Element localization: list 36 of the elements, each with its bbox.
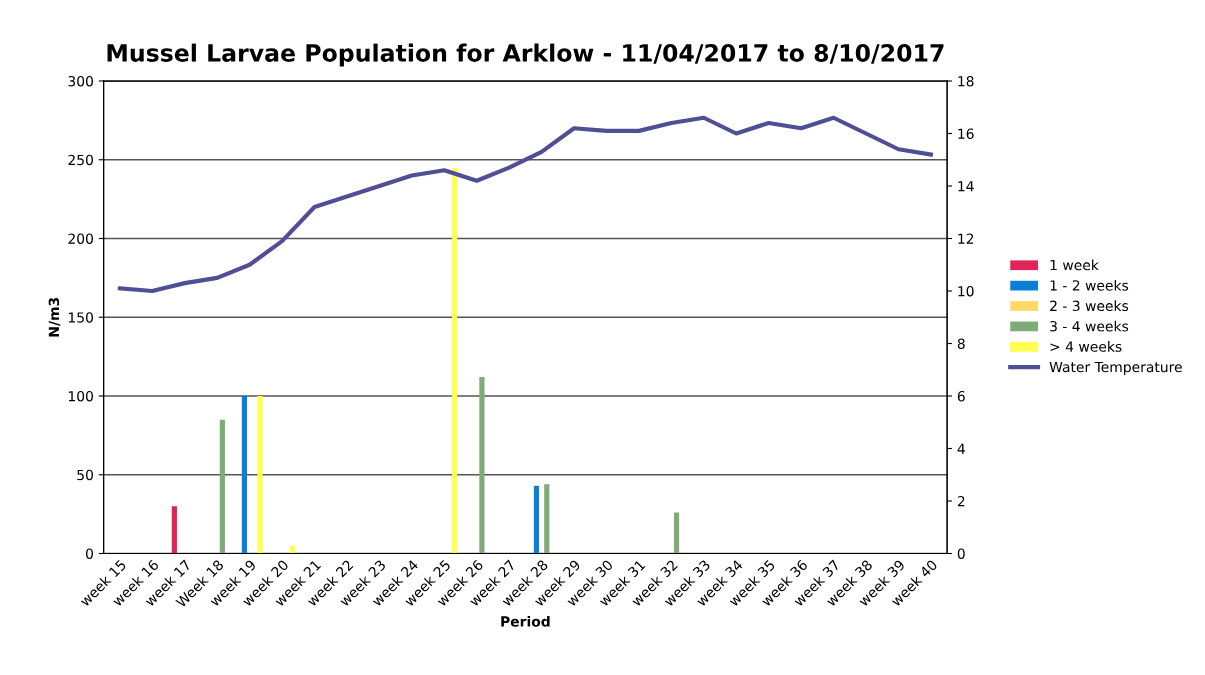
chart-title: Mussel Larvae Population for Arklow - 11/04/2017 to 8/10/2017 <box>107 43 944 67</box>
bar <box>257 396 263 554</box>
bar <box>219 419 225 554</box>
bar <box>533 485 540 554</box>
y-axis-title: N/m3 <box>48 297 61 337</box>
y2-tick-label: 2 <box>957 495 965 507</box>
bar <box>452 167 458 554</box>
bar <box>241 396 248 554</box>
y-tick-label: 250 <box>68 154 93 166</box>
y2-tick-label: 6 <box>957 390 965 402</box>
y-tick-label: 300 <box>68 75 93 87</box>
legend-label: 2 - 3 weeks <box>1050 300 1129 312</box>
y2-tick-label: 16 <box>958 128 974 139</box>
y2-tick-label: 8 <box>957 338 965 349</box>
bar <box>544 484 550 554</box>
x-axis-title: Period <box>501 615 550 627</box>
legend-label: 1 week <box>1050 259 1099 271</box>
line-series <box>117 115 933 294</box>
y2-tick-label: 0 <box>957 548 965 559</box>
y-tick-label: 100 <box>68 390 93 402</box>
y2-tick-label: 14 <box>958 181 974 192</box>
legend-label: > 4 weeks <box>1050 341 1122 352</box>
y-tick-label: 150 <box>68 312 93 323</box>
y2-tick-label: 4 <box>957 443 965 454</box>
y-tick-label: 0 <box>85 548 93 559</box>
legend-label: 3 - 4 weeks <box>1050 320 1129 332</box>
legend-label: Water Temperature <box>1049 361 1182 375</box>
y2-tick-label: 12 <box>958 233 974 244</box>
bar <box>479 377 485 554</box>
y-tick-label: 200 <box>68 233 93 244</box>
legend-label: 1 - 2 weeks <box>1050 279 1129 291</box>
y2-tick-label: 10 <box>958 285 974 297</box>
y-tick-label: 50 <box>77 469 93 481</box>
bar <box>673 512 680 554</box>
y2-tick-label: 18 <box>958 75 974 87</box>
bar <box>171 506 177 554</box>
